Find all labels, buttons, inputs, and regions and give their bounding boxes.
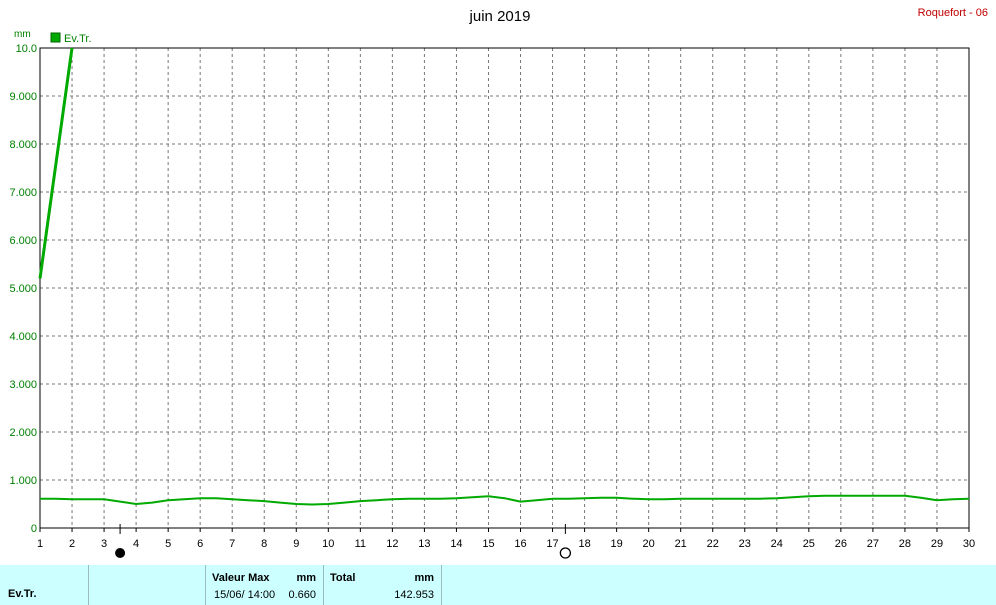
x-tick-label: 27 <box>867 538 879 550</box>
y-tick-label: 3.000 <box>9 379 37 391</box>
y-tick-label: 9.000 <box>9 91 37 103</box>
y-axis: 0 1.000 2.000 3.000 4.000 5.000 6.000 7.000 8.00… <box>9 43 37 535</box>
y-tick-label: 2.000 <box>9 427 37 439</box>
y-tick-label: 1.000 <box>9 475 37 487</box>
max-title: Valeur Max <box>212 572 270 584</box>
x-tick-label: 26 <box>835 538 847 550</box>
x-tick-label: 4 <box>133 538 139 550</box>
new-moon-icon <box>115 548 126 558</box>
total-value: 142.953 <box>394 589 434 601</box>
grid <box>40 48 969 528</box>
chart-title: juin 2019 <box>469 8 531 25</box>
chart: juin 2019 Roquefort - 06 mm Ev.Tr. 0 1.00… <box>9 7 988 559</box>
full-moon-icon <box>559 547 572 559</box>
x-tick-label: 7 <box>229 538 235 550</box>
y-axis-unit: mm <box>14 29 31 40</box>
max-date: 15/06/ 14:00 <box>214 589 276 601</box>
x-tick-label: 22 <box>707 538 719 550</box>
x-tick-label: 12 <box>386 538 398 550</box>
footer-series-cell: Ev.Tr. <box>0 565 89 605</box>
x-tick-label: 10 <box>322 538 334 550</box>
y-tick-label: 6.000 <box>9 235 37 247</box>
x-tick-label: 30 <box>963 538 975 550</box>
x-tick-label: 17 <box>546 538 558 550</box>
x-tick-label: 18 <box>578 538 590 550</box>
y-tick-label: 10.0 <box>16 43 37 55</box>
footer-series-label: Ev.Tr. <box>8 588 37 600</box>
x-tick-label: 2 <box>69 538 75 550</box>
x-tick-label: 5 <box>165 538 171 550</box>
series-line <box>38 47 74 279</box>
footer-max-cell: Valeur Max mm 15/06/ 14:00 0.660 <box>206 565 324 605</box>
x-tick-label: 6 <box>197 538 203 550</box>
x-tick-label: 28 <box>899 538 911 550</box>
x-tick-label: 19 <box>610 538 622 550</box>
footer-total-cell: Total mm 142.953 <box>324 565 442 605</box>
series-line <box>40 494 970 506</box>
x-tick-label: 20 <box>643 538 655 550</box>
x-tick-label: 21 <box>675 538 687 550</box>
footer-empty-cell <box>89 565 206 605</box>
y-tick-label: 5.000 <box>9 283 37 295</box>
y-tick-label: 4.000 <box>9 331 37 343</box>
x-tick-label: 14 <box>450 538 462 550</box>
x-tick-label: 11 <box>355 538 366 550</box>
max-unit: mm <box>296 572 316 584</box>
x-tick-label: 24 <box>771 538 783 550</box>
x-tick-label: 3 <box>101 538 107 550</box>
moon-markers <box>115 524 572 559</box>
x-tick-label: 13 <box>418 538 430 550</box>
x-tick-label: 25 <box>803 538 815 550</box>
total-title: Total <box>330 572 356 584</box>
y-tick-label: 0 <box>31 523 37 535</box>
x-axis: 1 2 3 4 5 6 7 8 9 10 11 12 13 14 15 16 17 18 19 20 21 22 23 24 2… <box>37 528 975 550</box>
summary-footer: Ev.Tr. Valeur Max mm 15/06/ 14:00 0.660 … <box>0 565 996 605</box>
x-tick-label: 15 <box>482 538 494 550</box>
y-tick-label: 7.000 <box>9 187 37 199</box>
y-tick-label: 8.000 <box>9 139 37 151</box>
legend-label: Ev.Tr. <box>64 33 92 45</box>
station-name: Roquefort - 06 <box>918 7 988 19</box>
x-tick-label: 16 <box>514 538 526 550</box>
x-tick-label: 29 <box>931 538 943 550</box>
total-unit: mm <box>414 572 434 584</box>
series-group <box>38 47 970 506</box>
x-tick-label: 8 <box>261 538 267 550</box>
plot-frame <box>39 47 970 529</box>
x-tick-label: 23 <box>739 538 751 550</box>
legend-swatch <box>50 32 61 43</box>
x-tick-label: 9 <box>293 538 299 550</box>
x-tick-label: 1 <box>37 538 43 550</box>
max-value: 0.660 <box>288 589 316 601</box>
